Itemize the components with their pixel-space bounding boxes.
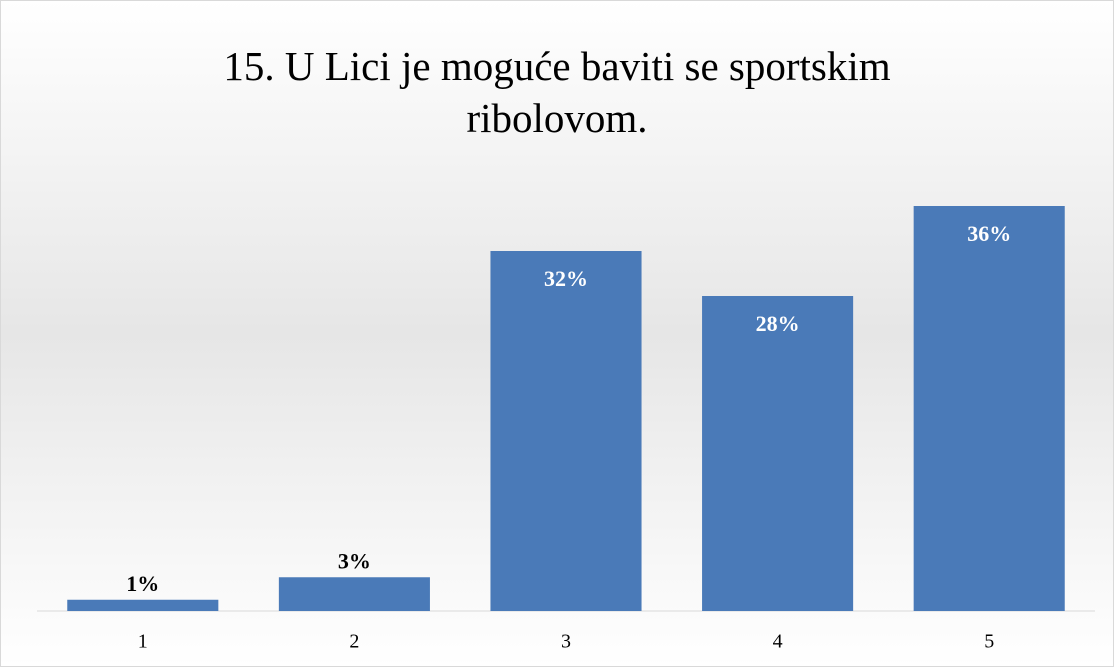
data-label: 3%	[338, 548, 371, 573]
bar	[490, 251, 642, 611]
bar	[913, 206, 1065, 611]
data-label: 1%	[126, 571, 159, 596]
data-label: 36%	[967, 221, 1011, 246]
data-label: 28%	[756, 311, 800, 336]
x-tick-label: 2	[349, 631, 359, 653]
x-tick-label: 5	[984, 631, 994, 653]
bar	[702, 296, 854, 611]
chart-title: 15. U Lici je moguće baviti se sportskim…	[223, 43, 891, 141]
data-label: 32%	[544, 266, 588, 291]
x-tick-label: 1	[138, 631, 148, 653]
bar	[67, 599, 219, 611]
x-tick-label: 4	[773, 631, 783, 653]
bar	[278, 577, 430, 611]
x-tick-label: 3	[561, 631, 571, 653]
